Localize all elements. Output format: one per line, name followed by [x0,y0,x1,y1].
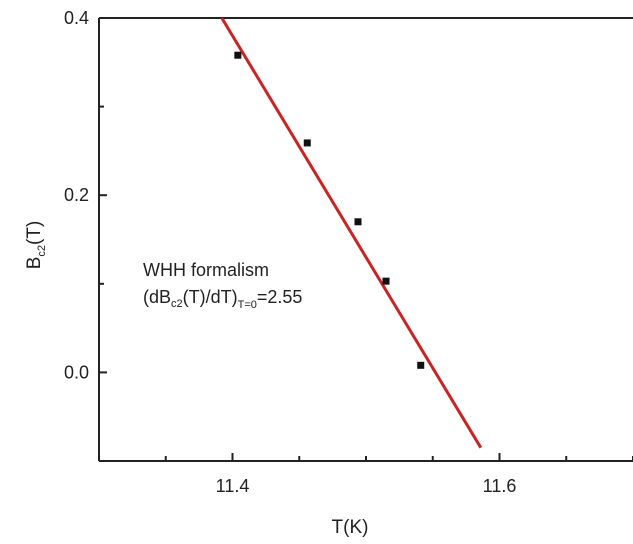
data-point [354,218,362,226]
data-point [417,361,425,369]
x-tick-label: 11.6 [483,476,517,496]
y-axis-title: Bc2(T) [24,221,48,270]
x-axis-title: T(K) [332,517,369,538]
annotation-line-2: (dBc2(T)/dT)T=0=2.55 [143,287,302,311]
data-point [303,139,311,147]
data-point [234,51,242,59]
axis-ticks: 0.0 0.2 0.4 11.4 11.6 [64,8,633,496]
annotation-line-1: WHH formalism [143,260,269,280]
y-tick-label: 0.0 [64,362,89,382]
y-tick-label: 0.2 [64,185,89,205]
y-tick-label: 0.4 [64,8,89,28]
data-point [382,277,390,285]
data-layer [220,17,483,449]
plot-area [98,17,633,462]
fit-line [220,17,483,449]
x-tick-label: 11.4 [216,476,250,496]
